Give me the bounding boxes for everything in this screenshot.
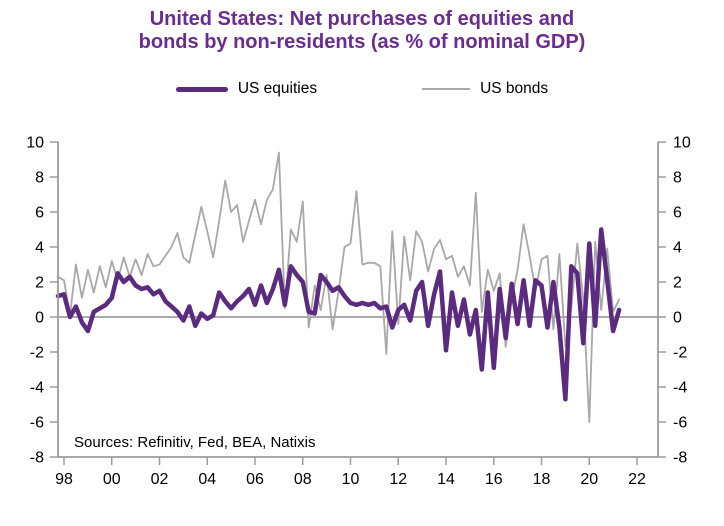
y-axis-label-left: 8 xyxy=(35,170,44,187)
x-axis-label: 10 xyxy=(342,471,360,488)
legend-label-bonds: US bonds xyxy=(480,80,549,97)
y-axis-label-right: -2 xyxy=(673,345,687,362)
y-axis-label-left: 4 xyxy=(35,240,44,257)
equities-line-swatch-icon xyxy=(175,86,228,92)
y-axis-label-left: -8 xyxy=(30,450,44,467)
y-axis-label-right: 4 xyxy=(673,240,682,257)
y-axis-label-right: -4 xyxy=(673,380,687,397)
title-line-1: United States: Net purchases of equities… xyxy=(149,8,575,30)
y-axis-label-right: 2 xyxy=(673,275,682,292)
x-axis-label: 04 xyxy=(198,471,216,488)
y-axis-label-left: 2 xyxy=(35,275,44,292)
y-axis-label-right: 6 xyxy=(673,205,682,222)
y-axis-label-left: -2 xyxy=(30,345,44,362)
y-axis-label-right: -8 xyxy=(673,450,687,467)
legend-item-equities: US equities xyxy=(175,80,318,98)
title-line-2: bonds by non-residents (as % of nominal … xyxy=(138,31,586,53)
y-axis-label-left: 10 xyxy=(26,135,44,152)
y-axis-label-right: -6 xyxy=(673,415,687,432)
y-axis-label-left: 0 xyxy=(35,310,44,327)
x-axis-label: 00 xyxy=(103,471,121,488)
y-axis-label-left: -6 xyxy=(30,415,44,432)
y-axis-label-left: -4 xyxy=(30,380,44,397)
x-axis-label: 16 xyxy=(485,471,503,488)
legend-label-equities: US equities xyxy=(237,80,318,97)
x-axis-label: 98 xyxy=(55,471,73,488)
y-axis-label-left: 6 xyxy=(35,205,44,222)
y-axis-label-right: 0 xyxy=(673,310,682,327)
bonds-line-swatch-icon xyxy=(422,88,471,90)
legend: US equities US bonds xyxy=(0,80,724,98)
x-axis-label: 14 xyxy=(437,471,455,488)
x-axis-label: 06 xyxy=(246,471,264,488)
x-axis-label: 02 xyxy=(151,471,169,488)
legend-item-bonds: US bonds xyxy=(422,80,548,98)
y-axis-label-right: 10 xyxy=(673,135,691,152)
x-axis-label: 20 xyxy=(580,471,598,488)
x-axis-label: 12 xyxy=(389,471,407,488)
x-axis-label: 18 xyxy=(533,471,551,488)
chart-area: 10 10 8 8 6 6 4 4 2 2 0 0 -2 -2 -4 -4 -6 -6 -8 -8 98 00 02 04 06… xyxy=(0,120,724,526)
x-axis-label: 08 xyxy=(294,471,312,488)
x-axis-label: 22 xyxy=(628,471,646,488)
us-equities-line xyxy=(55,227,622,402)
page-title: United States: Net purchases of equities… xyxy=(0,8,724,54)
source-note: Sources: Refinitiv, Fed, BEA, Natixis xyxy=(74,434,316,451)
y-axis-label-right: 8 xyxy=(673,170,682,187)
line-chart: 10 108 86 64 42 20 0-2 -2-4 -4-6 -6-8 -898 00 02 04 06… xyxy=(26,135,691,489)
